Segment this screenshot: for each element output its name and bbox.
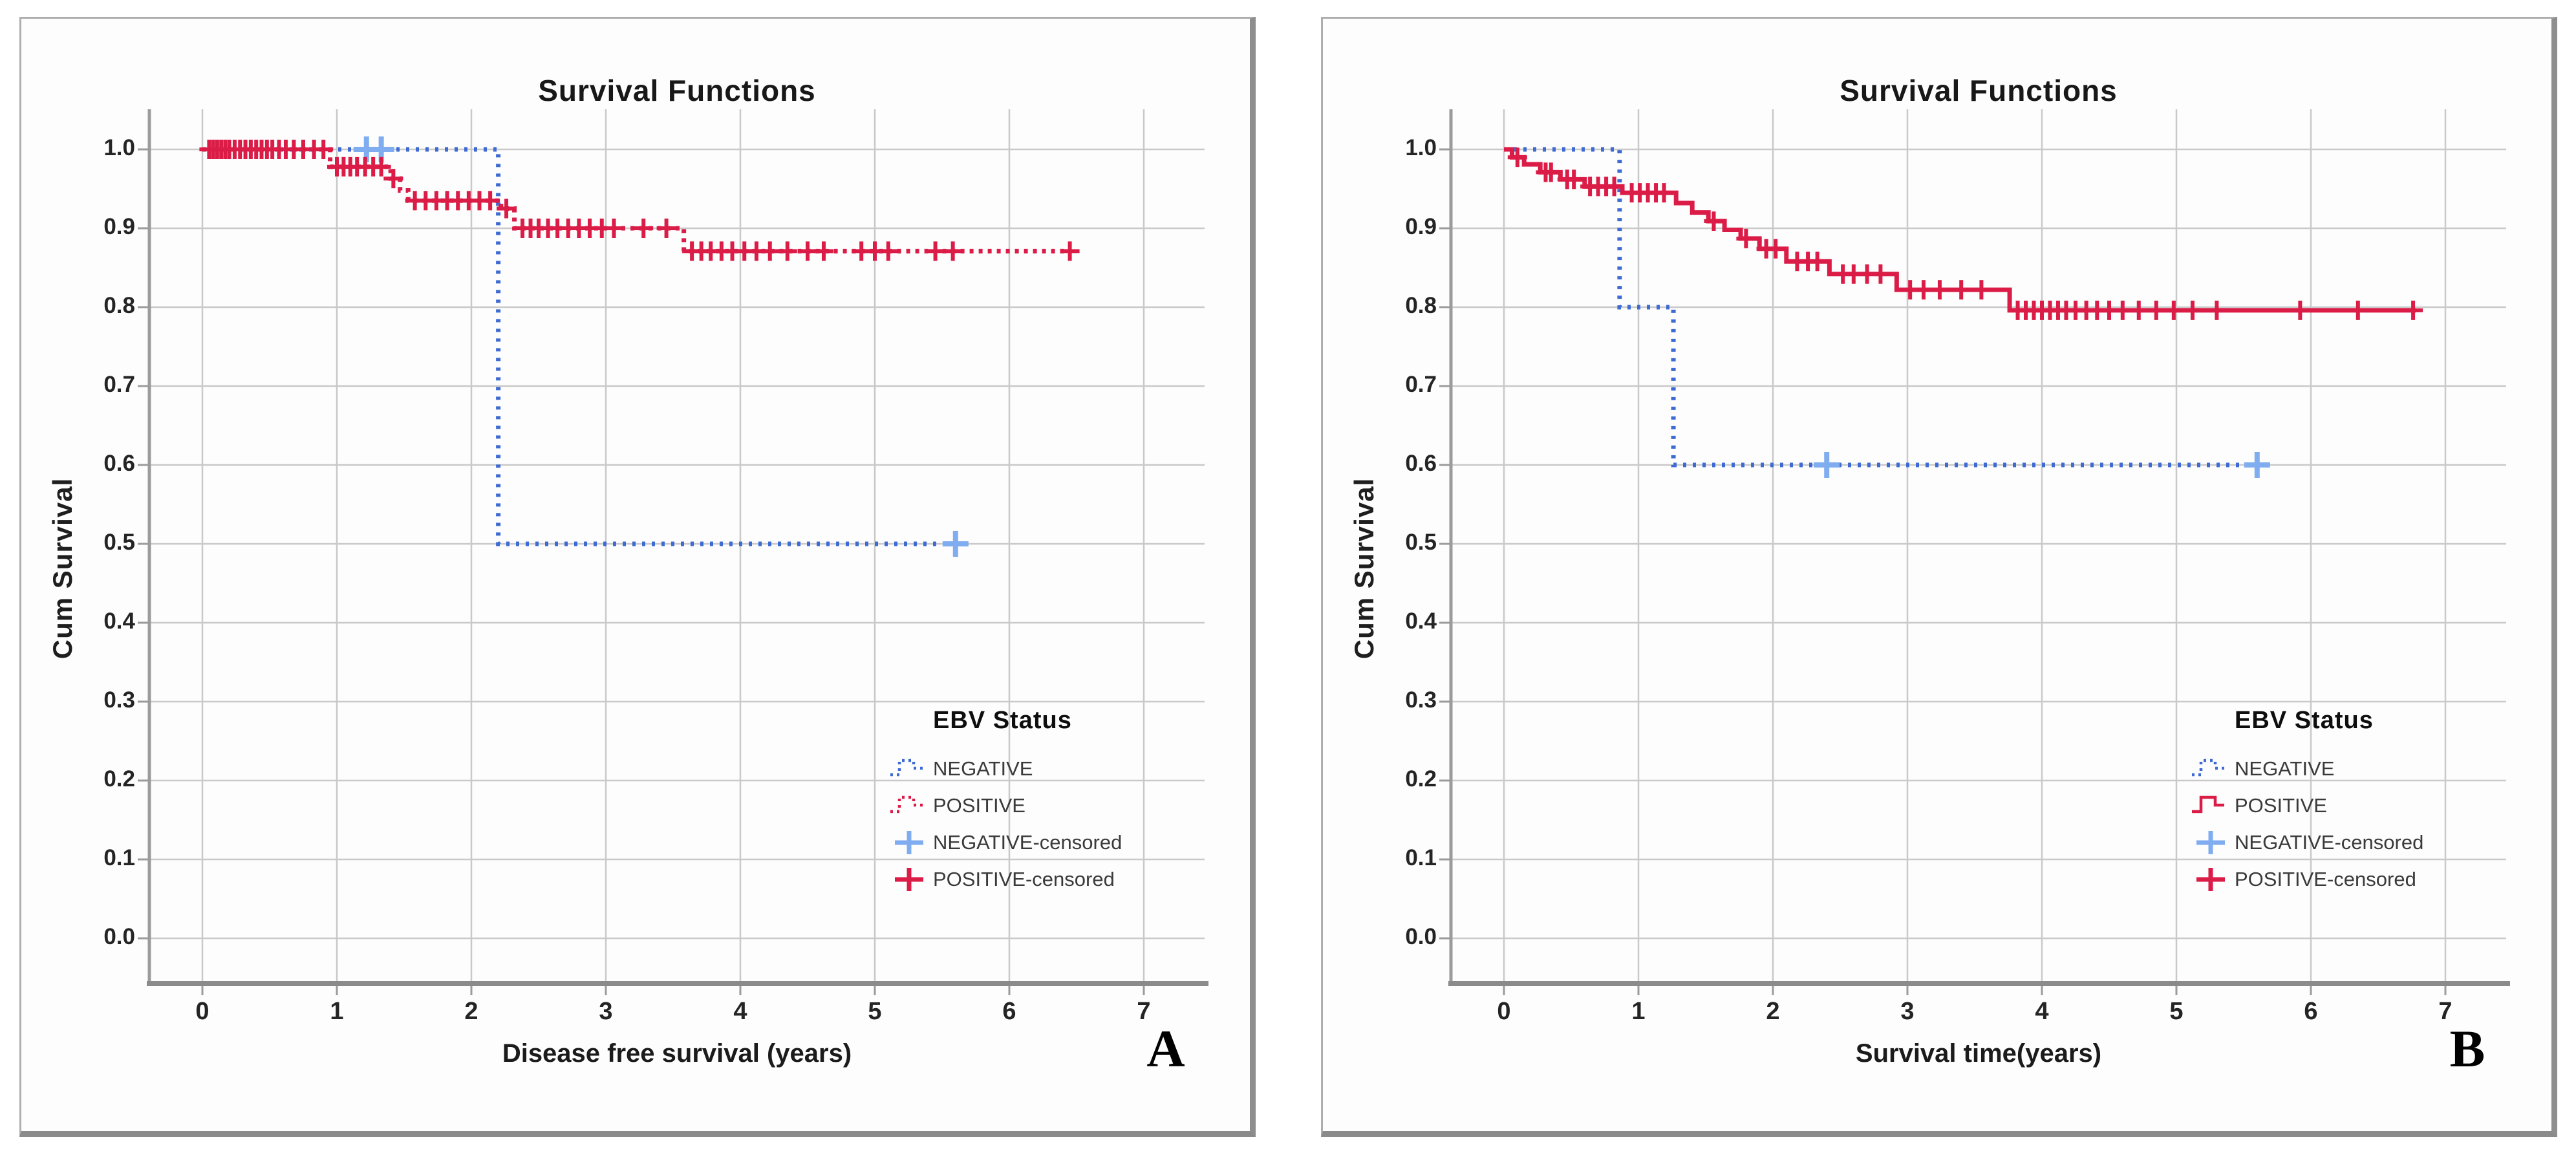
censored-plus-icon — [895, 867, 923, 891]
legend-entry-label: POSITIVE-censored — [2235, 867, 2416, 890]
survival-panel-a: Survival Functions Cum Survival 1.0 0.9 0.… — [19, 17, 1256, 1137]
y-tick-labels: 1.0 0.9 0.8 0.7 0.6 0.5 0.4 0.3 0.2 0.1 0.0 — [1346, 19, 1437, 1131]
y-tick-label: 0.6 — [103, 451, 135, 476]
step-line-icon — [2192, 795, 2224, 813]
y-tick-label: 0.9 — [1405, 214, 1437, 239]
y-tick-label: 0.7 — [103, 372, 135, 397]
x-axis-title: Disease free survival (years) — [502, 1039, 852, 1068]
x-axis-title: Survival time(years) — [1855, 1039, 2102, 1068]
survival-panel-b: Survival Functions Cum Survival 1.0 0.9 0.… — [1321, 17, 2557, 1137]
legend-entries: NEGATIVE POSITIVE NEGATIVE-censored POSITIV… — [886, 750, 1249, 898]
legend-entry: NEGATIVE — [886, 750, 1249, 787]
legend-entry: POSITIVE-censored — [2188, 861, 2550, 898]
legend-entry: NEGATIVE — [2188, 750, 2550, 787]
axis-ticks — [138, 148, 1145, 995]
panel-letter-a: A — [1146, 1019, 1185, 1078]
gridlines — [1451, 109, 2506, 984]
series-negative — [202, 147, 956, 546]
x-tick-label: 5 — [2169, 998, 2184, 1025]
legend-entry-label: NEGATIVE-censored — [2235, 830, 2424, 854]
legend-entry-label: NEGATIVE — [2235, 757, 2335, 780]
y-tick-label: 0.4 — [1405, 609, 1437, 634]
legend-title: EBV Status — [933, 707, 1072, 734]
y-tick-label: 0.9 — [103, 214, 135, 239]
step-line-icon — [890, 759, 923, 776]
censor-marks-negative — [1814, 452, 2270, 478]
axis-ticks — [1439, 148, 2447, 995]
legend-entry-label: POSITIVE-censored — [933, 867, 1115, 890]
censored-plus-icon — [2196, 830, 2225, 854]
x-tick-label: 3 — [599, 998, 613, 1025]
y-tick-label: 0.8 — [1405, 293, 1437, 318]
y-tick-label: 0.1 — [103, 845, 135, 870]
legend-entry-label: NEGATIVE — [933, 757, 1033, 780]
x-tick-label: 6 — [1002, 998, 1016, 1025]
x-tick-label: 5 — [868, 998, 882, 1025]
x-tick-label: 7 — [2438, 998, 2453, 1025]
censor-marks-positive — [1507, 147, 2423, 320]
y-tick-label: 0.0 — [1405, 924, 1437, 949]
y-tick-label: 0.2 — [103, 766, 135, 792]
chart-title: Survival Functions — [538, 74, 816, 107]
y-tick-label: 0.8 — [103, 293, 135, 318]
legend-entry: POSITIVE — [886, 787, 1249, 824]
x-tick-labels: 0 1 2 3 4 5 6 7 — [21, 998, 1250, 1033]
y-tick-labels: 1.0 0.9 0.8 0.7 0.6 0.5 0.4 0.3 0.2 0.1 0.0 — [45, 19, 135, 1131]
y-tick-label: 0.7 — [1405, 372, 1437, 397]
step-line-icon — [890, 795, 923, 813]
series-positive — [1504, 147, 2416, 313]
x-tick-label: 3 — [1900, 998, 1915, 1025]
y-tick-label: 1.0 — [103, 135, 135, 160]
x-tick-label: 7 — [1137, 998, 1151, 1025]
series-positive — [202, 147, 1070, 253]
legend-entries: NEGATIVE POSITIVE NEGATIVE-censored POSITIV… — [2188, 750, 2550, 898]
x-tick-label: 2 — [464, 998, 478, 1025]
x-tick-labels: 0 1 2 3 4 5 6 7 — [1323, 998, 2551, 1033]
y-tick-label: 0.3 — [1405, 687, 1437, 713]
y-tick-label: 0.1 — [1405, 845, 1437, 870]
chart-title: Survival Functions — [1840, 74, 2118, 107]
x-tick-label: 0 — [195, 998, 209, 1025]
y-tick-label: 0.5 — [1405, 530, 1437, 555]
x-tick-label: 1 — [1631, 998, 1646, 1025]
legend-entry: NEGATIVE-censored — [2188, 824, 2550, 861]
x-tick-label: 4 — [733, 998, 747, 1025]
y-tick-label: 0.6 — [1405, 451, 1437, 476]
step-line-icon — [2192, 759, 2224, 776]
legend-title: EBV Status — [2235, 707, 2374, 734]
legend: EBV Status NEGATIVE POSITIVE NEGATIVE-cens… — [2188, 707, 2550, 898]
legend-entry-label: POSITIVE — [933, 793, 1025, 817]
y-tick-label: 0.5 — [103, 530, 135, 555]
x-tick-label: 6 — [2304, 998, 2318, 1025]
km-plot-a — [138, 109, 1208, 995]
censored-plus-icon — [2196, 867, 2225, 891]
legend-entry-label: POSITIVE — [2235, 793, 2327, 817]
x-tick-label: 2 — [1766, 998, 1780, 1025]
x-tick-label: 0 — [1497, 998, 1511, 1025]
y-tick-label: 0.0 — [103, 924, 135, 949]
legend: EBV Status NEGATIVE POSITIVE NEGATIVE-cens… — [886, 707, 1249, 898]
panel-letter-b: B — [2449, 1019, 2485, 1078]
censored-plus-icon — [895, 830, 923, 854]
x-tick-label: 4 — [2035, 998, 2049, 1025]
series-negative — [1504, 147, 2257, 468]
legend-entry: NEGATIVE-censored — [886, 824, 1249, 861]
legend-entry: POSITIVE-censored — [886, 861, 1249, 898]
x-tick-label: 1 — [330, 998, 344, 1025]
censor-marks-positive — [199, 140, 1080, 261]
legend-entry: POSITIVE — [2188, 787, 2550, 824]
y-tick-label: 0.4 — [103, 609, 135, 634]
km-plot-b — [1439, 109, 2510, 995]
y-tick-label: 1.0 — [1405, 135, 1437, 160]
y-tick-label: 0.3 — [103, 687, 135, 713]
y-tick-label: 0.2 — [1405, 766, 1437, 792]
legend-entry-label: NEGATIVE-censored — [933, 830, 1122, 854]
